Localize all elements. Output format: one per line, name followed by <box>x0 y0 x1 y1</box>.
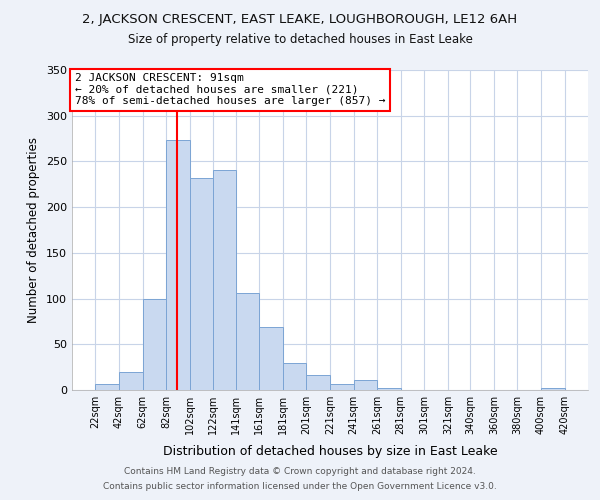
Bar <box>214 170 236 390</box>
Bar <box>143 300 166 390</box>
Y-axis label: Number of detached properties: Number of detached properties <box>28 137 40 323</box>
Bar <box>236 293 259 390</box>
Bar <box>330 384 353 390</box>
X-axis label: Distribution of detached houses by size in East Leake: Distribution of detached houses by size … <box>163 446 497 458</box>
Bar <box>283 362 307 390</box>
Bar <box>377 388 401 390</box>
Bar <box>119 372 143 390</box>
Bar <box>95 384 119 390</box>
Text: Contains public sector information licensed under the Open Government Licence v3: Contains public sector information licen… <box>103 482 497 491</box>
Text: 2, JACKSON CRESCENT, EAST LEAKE, LOUGHBOROUGH, LE12 6AH: 2, JACKSON CRESCENT, EAST LEAKE, LOUGHBO… <box>82 12 518 26</box>
Text: Contains HM Land Registry data © Crown copyright and database right 2024.: Contains HM Land Registry data © Crown c… <box>124 467 476 476</box>
Bar <box>307 376 330 390</box>
Text: 2 JACKSON CRESCENT: 91sqm
← 20% of detached houses are smaller (221)
78% of semi: 2 JACKSON CRESCENT: 91sqm ← 20% of detac… <box>74 73 385 106</box>
Bar <box>166 140 190 390</box>
Bar <box>541 388 565 390</box>
Text: Size of property relative to detached houses in East Leake: Size of property relative to detached ho… <box>128 32 472 46</box>
Bar <box>259 327 283 390</box>
Bar <box>190 178 214 390</box>
Bar <box>353 380 377 390</box>
